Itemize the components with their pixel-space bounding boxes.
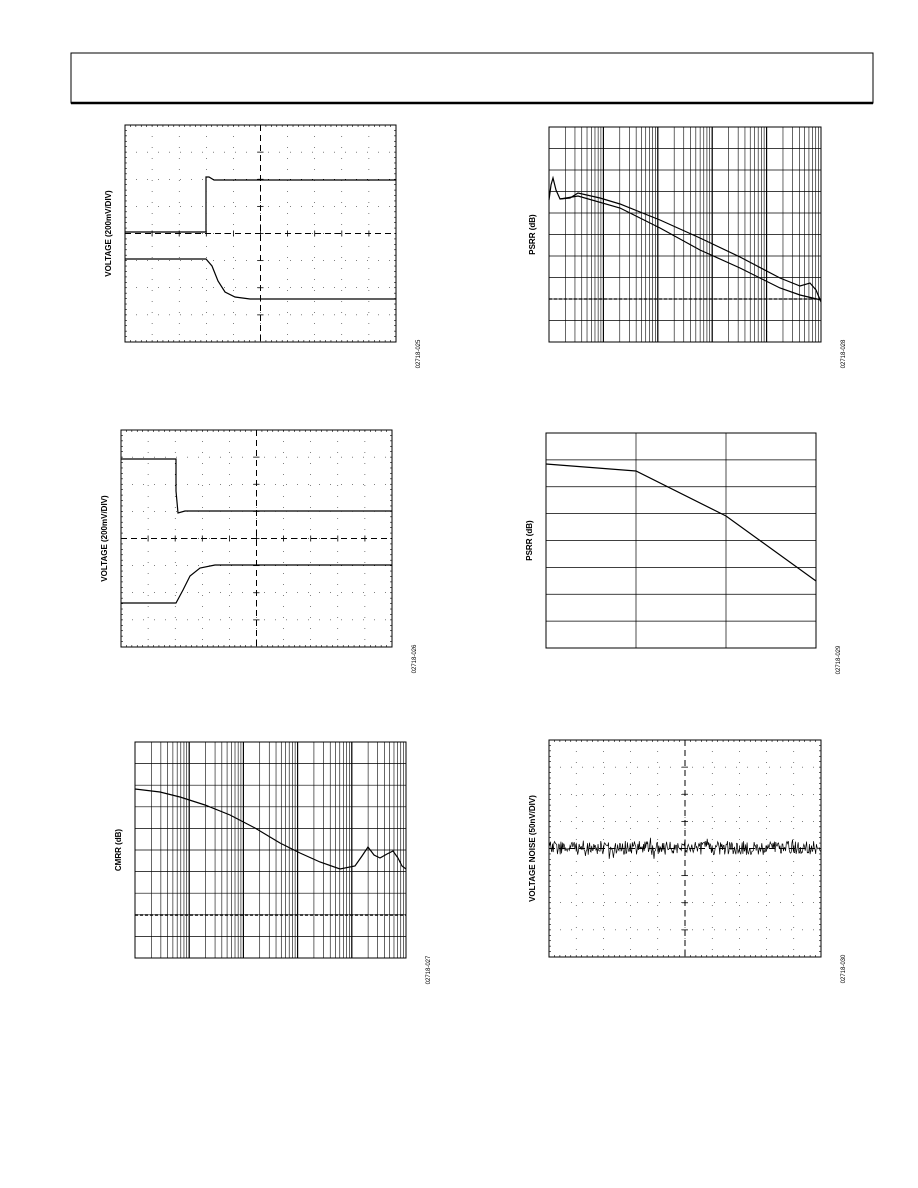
y-axis-label: PSRR (dB) [528,214,537,255]
y-axis-label: VOLTAGE NOISE (50nV/DIV) [528,795,537,902]
figure-code: 02718-025 [416,339,422,368]
y-axis-label: PSRR (dB) [525,520,534,561]
figure-code: 02718-028 [841,339,847,368]
curve [121,564,392,604]
y-axis-label: CMRR (dB) [114,829,123,872]
curve [559,195,822,301]
curve [548,837,821,859]
figure-code: 02718-029 [836,645,842,674]
y-axis-label: VOLTAGE (200mV/DIV) [104,190,113,277]
figure-code: 02718-030 [841,954,847,983]
curve [125,258,396,300]
y-axis-label: VOLTAGE (200mV/DIV) [100,495,109,582]
curve [545,463,817,582]
curve [548,175,822,303]
curve [125,176,396,233]
header-box [70,52,874,104]
figure-code: 02718-027 [426,955,432,984]
figure-code: 02718-026 [412,644,418,673]
curve [134,788,407,870]
curve [121,458,392,514]
